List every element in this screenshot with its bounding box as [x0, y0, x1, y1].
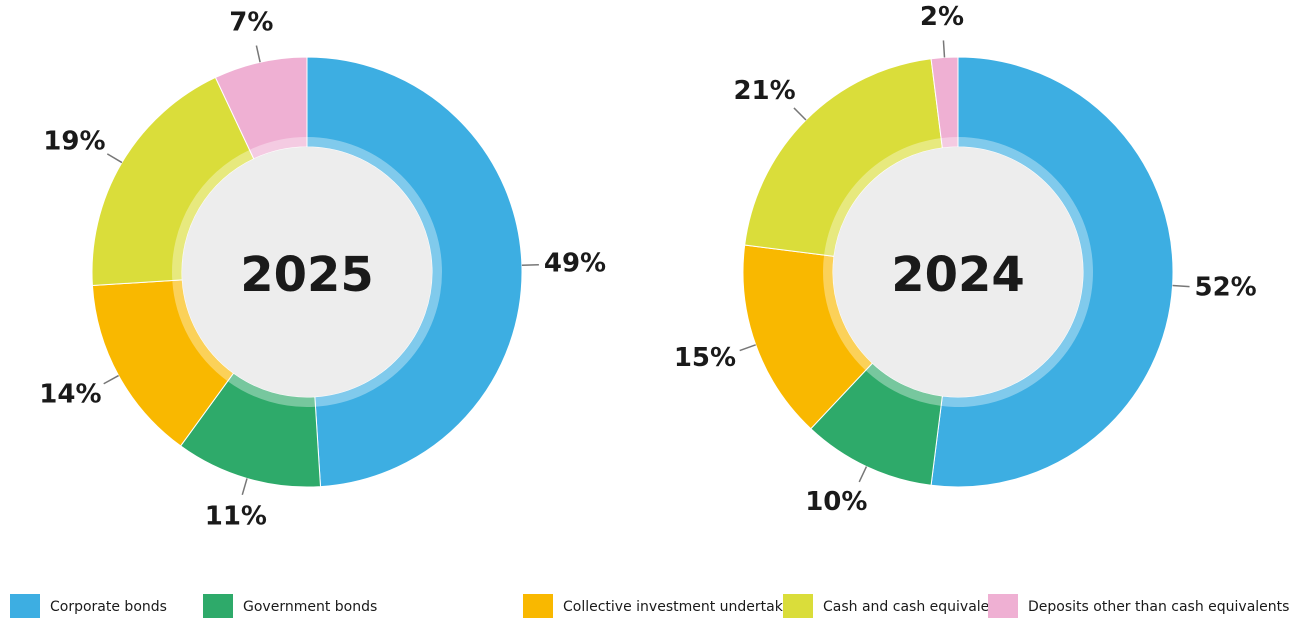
inner-ring	[822, 255, 873, 371]
data-label: 21%	[733, 76, 795, 106]
leader-line	[521, 263, 539, 266]
data-label: 2%	[920, 2, 964, 32]
legend-label: Corporate bonds	[50, 599, 167, 615]
slice	[930, 56, 1174, 488]
leader-line	[241, 478, 248, 495]
leader-line	[793, 107, 807, 121]
leader-line	[858, 466, 868, 483]
inner-ring	[824, 138, 943, 257]
inner-ring	[941, 137, 958, 148]
legend-swatch	[783, 594, 813, 618]
leader-line	[942, 40, 946, 58]
legend-label: Cash and cash equivalents	[823, 599, 1011, 615]
center	[833, 147, 1083, 397]
data-label: 49%	[544, 248, 606, 278]
data-label: 19%	[43, 127, 105, 157]
leader-line	[739, 344, 756, 352]
chart-title: 2024	[891, 247, 1025, 303]
data-label: 14%	[39, 379, 101, 409]
leader-line	[1172, 284, 1190, 288]
data-label: 52%	[1194, 273, 1256, 303]
inner-ring	[249, 137, 307, 159]
inner-ring	[865, 363, 943, 406]
inner-ring	[227, 373, 316, 407]
chart-title: 2025	[240, 247, 374, 303]
leader-line	[106, 153, 123, 164]
legend-swatch	[10, 594, 40, 618]
leader-line	[255, 45, 261, 63]
data-label: 7%	[229, 8, 273, 38]
legend-label: Collective investment undertakings	[563, 599, 812, 615]
inner-ring	[171, 149, 254, 281]
legend-label: Government bonds	[243, 599, 377, 615]
legend-swatch	[988, 594, 1018, 618]
data-label: 11%	[205, 501, 267, 531]
data-label: 10%	[805, 487, 867, 517]
legend-swatch	[523, 594, 553, 618]
legend-label: Deposits other than cash equivalents	[1028, 599, 1289, 615]
leader-line	[103, 374, 119, 385]
center	[182, 147, 432, 397]
inner-ring	[172, 279, 234, 382]
legend-swatch	[203, 594, 233, 618]
data-label: 15%	[674, 343, 736, 373]
